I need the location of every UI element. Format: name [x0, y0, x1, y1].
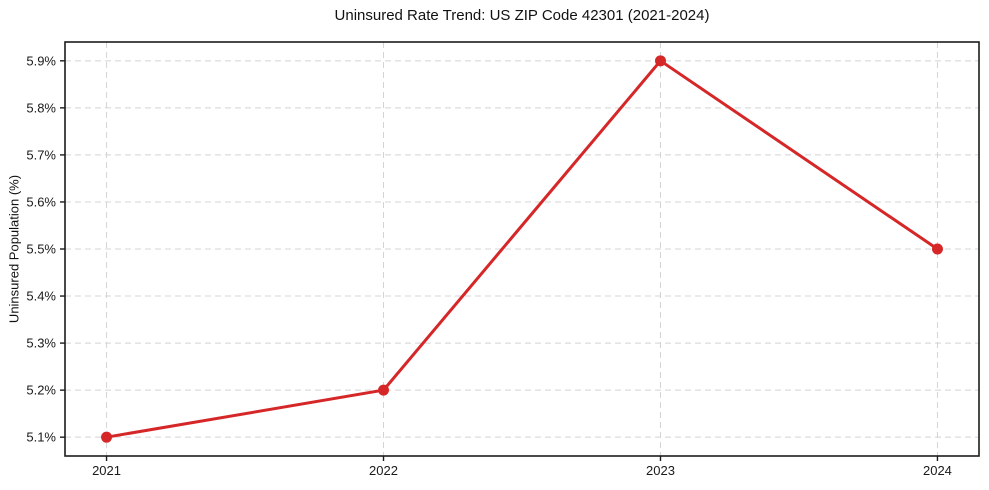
x-tick-label: 2024	[923, 463, 952, 478]
plot-border	[64, 41, 980, 457]
y-tick-label: 5.6%	[26, 195, 56, 210]
trend-line	[105, 59, 939, 439]
x-tick-label: 2023	[646, 463, 675, 478]
data-point-2022	[378, 384, 390, 396]
y-tick-label: 5.3%	[26, 336, 56, 351]
y-tick-label: 5.2%	[26, 383, 56, 398]
chart-title: Uninsured Rate Trend: US ZIP Code 42301 …	[334, 7, 710, 24]
data-point-2021	[101, 431, 113, 443]
y-tick-label: 5.5%	[26, 242, 56, 257]
x-tick-label: 2021	[92, 463, 121, 478]
y-tick-label: 5.4%	[26, 289, 56, 304]
y-tick-label: 5.8%	[26, 100, 56, 115]
data-point-2023	[654, 55, 666, 67]
y-tick-label: 5.9%	[26, 53, 56, 68]
y-tick-label: 5.7%	[26, 147, 56, 162]
y-tick-label: 5.1%	[26, 430, 56, 445]
x-tick-label: 2022	[369, 463, 398, 478]
data-point-2024	[931, 243, 943, 255]
